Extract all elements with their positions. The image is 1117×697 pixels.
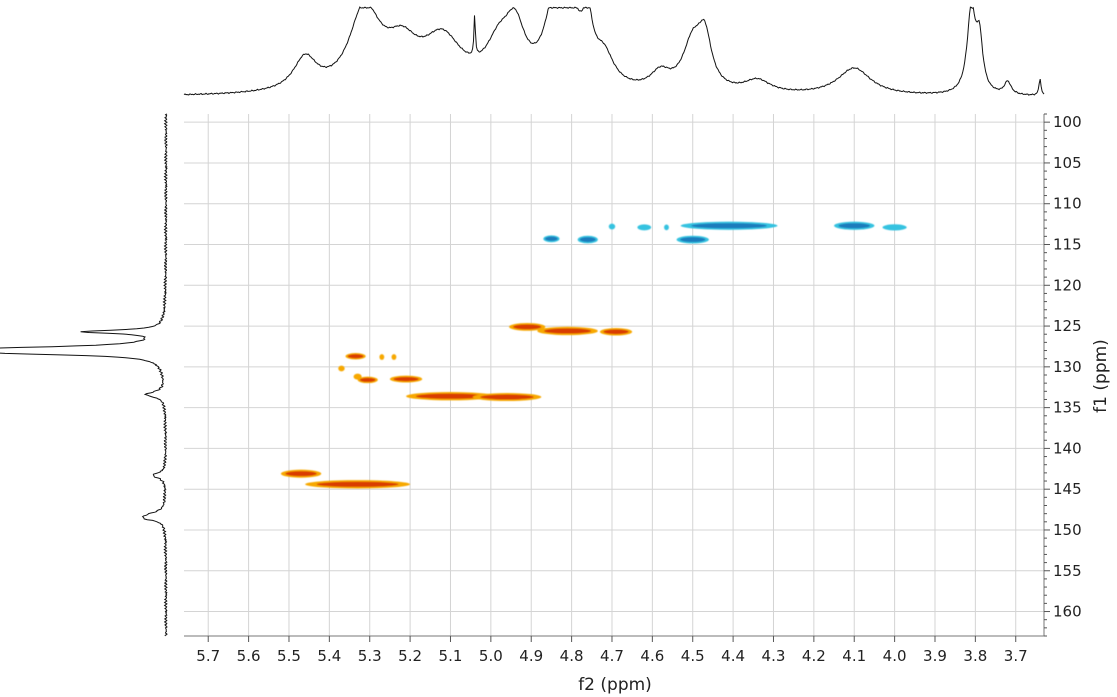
x-tick-label: 4.8 xyxy=(560,647,584,665)
f1-projection-spectrum xyxy=(0,113,168,637)
positive-peak-core xyxy=(480,394,534,400)
y-tick-label: 100 xyxy=(1053,113,1082,131)
positive-peak xyxy=(280,469,322,478)
negative-peak-core xyxy=(579,237,596,242)
positive-peak xyxy=(472,393,542,402)
y-tick-label: 130 xyxy=(1053,358,1082,376)
positive-peak xyxy=(338,365,345,372)
negative-peak xyxy=(608,223,616,230)
y-tick-label: 115 xyxy=(1053,236,1082,254)
positive-peak-core xyxy=(415,393,486,399)
y-tick-label: 140 xyxy=(1053,439,1082,457)
positive-peak-core xyxy=(359,377,376,382)
x-tick-label: 4.6 xyxy=(640,647,664,665)
positive-peak xyxy=(389,375,423,383)
x-tick-label: 4.4 xyxy=(721,647,745,665)
positive-peak-edge xyxy=(379,354,385,360)
x-tick-label: 4.7 xyxy=(600,647,624,665)
positive-peak xyxy=(357,376,378,384)
y-tick-label: 150 xyxy=(1053,521,1082,539)
negative-peak xyxy=(577,235,598,244)
f2-projection-spectrum xyxy=(183,6,1045,96)
positive-peak-core xyxy=(393,376,419,382)
x-tick-label: 5.7 xyxy=(196,647,220,665)
negative-peak-core xyxy=(680,237,706,243)
x-tick-label: 5.6 xyxy=(237,647,261,665)
x-tick-label: 3.7 xyxy=(1004,647,1028,665)
negative-peak-edge xyxy=(664,224,669,231)
positive-peak xyxy=(537,326,598,336)
negative-peak-edge xyxy=(608,223,616,230)
negative-peak xyxy=(543,235,560,243)
x-tick-label: 5.2 xyxy=(398,647,422,665)
negative-peak xyxy=(664,224,669,231)
positive-peak-edge xyxy=(338,365,345,372)
y-tick-label: 125 xyxy=(1053,317,1082,335)
negative-peak xyxy=(834,221,875,230)
contour-peaks xyxy=(280,221,907,489)
negative-peak-core xyxy=(691,223,767,229)
positive-peak xyxy=(599,328,633,336)
x-tick-label: 5.5 xyxy=(277,647,301,665)
y-tick-label: 135 xyxy=(1053,399,1082,417)
positive-peak xyxy=(391,354,397,360)
x-tick-label: 5.1 xyxy=(439,647,463,665)
negative-peak xyxy=(882,224,907,231)
x-tick-label: 5.0 xyxy=(479,647,503,665)
negative-peak xyxy=(676,235,709,244)
positive-peak-core xyxy=(316,481,399,487)
negative-peak-edge xyxy=(637,224,652,231)
y-tick-label: 145 xyxy=(1053,480,1082,498)
x-tick-label: 4.9 xyxy=(519,647,543,665)
y-tick-label: 110 xyxy=(1053,195,1082,213)
positive-peak xyxy=(509,322,546,331)
x-tick-label: 4.3 xyxy=(762,647,786,665)
projections xyxy=(0,6,1045,637)
x-axis-title: f2 (ppm) xyxy=(578,675,652,695)
y-axis-title: f1 (ppm) xyxy=(1091,339,1111,413)
x-tick-label: 5.4 xyxy=(317,647,341,665)
y-tick-label: 120 xyxy=(1053,276,1082,294)
y-tick-label: 160 xyxy=(1053,603,1082,621)
positive-peak-core xyxy=(543,328,592,334)
negative-peak xyxy=(680,221,778,230)
x-tick-label: 4.1 xyxy=(842,647,866,665)
positive-peak-core xyxy=(513,324,542,330)
y-tick-label: 155 xyxy=(1053,562,1082,580)
x-tick-label: 4.5 xyxy=(681,647,705,665)
positive-peak-core xyxy=(285,471,317,477)
axis-ticks: 5.7 5.6 5.5 5.4 5.3 5.2 5.1 5.0 4.9 4.8 4.7 4.6 4.5 4… xyxy=(196,113,1081,665)
x-tick-label: 4.0 xyxy=(883,647,907,665)
grid xyxy=(184,114,1044,636)
positive-peak-edge xyxy=(391,354,397,360)
negative-peak-core xyxy=(838,223,870,229)
positive-peak xyxy=(345,352,366,360)
x-tick-label: 3.9 xyxy=(923,647,947,665)
negative-peak-edge xyxy=(882,224,907,231)
positive-peak-core xyxy=(347,354,364,359)
x-tick-label: 4.2 xyxy=(802,647,826,665)
y-tick-label: 105 xyxy=(1053,154,1082,172)
plot-frame xyxy=(184,114,1045,637)
positive-peak xyxy=(406,392,495,401)
positive-peak-core xyxy=(603,329,629,335)
negative-peak-core xyxy=(545,236,558,241)
positive-peak xyxy=(305,480,411,489)
positive-peak xyxy=(379,354,385,360)
negative-peak xyxy=(637,224,652,231)
x-tick-label: 3.8 xyxy=(963,647,987,665)
x-tick-label: 5.3 xyxy=(358,647,382,665)
